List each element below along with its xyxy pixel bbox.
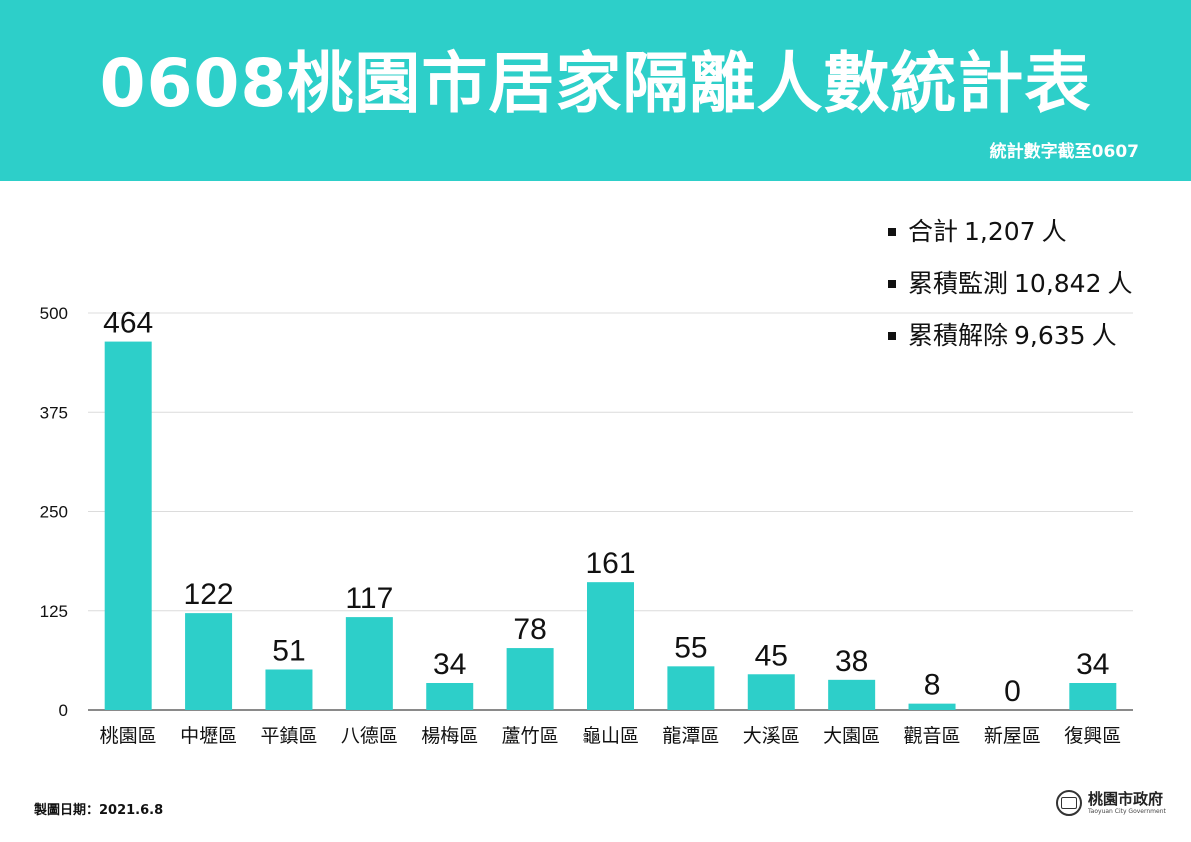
summary-unit: 人 (1091, 321, 1117, 350)
summary-value: 10,842 (1014, 269, 1102, 298)
bar-value-label: 0 (1004, 675, 1021, 708)
org-name: 桃園市政府 (1088, 789, 1164, 808)
x-tick-label: 八德區 (341, 725, 398, 747)
city-seal-icon (1056, 790, 1082, 816)
x-tick-label: 大溪區 (743, 725, 800, 747)
bar (1069, 683, 1117, 710)
x-tick-label: 龍潭區 (662, 725, 719, 747)
y-tick-label: 0 (59, 701, 68, 720)
bar-value-label: 464 (103, 307, 153, 340)
x-tick-label: 平鎮區 (260, 725, 317, 747)
bar-value-label: 51 (272, 635, 305, 668)
bar (908, 703, 956, 710)
bar-value-label: 45 (755, 639, 788, 672)
bar-value-label: 34 (1076, 648, 1109, 681)
summary-value: 1,207 (964, 217, 1036, 246)
bullet-icon (888, 332, 896, 340)
x-tick-label: 中壢區 (180, 725, 237, 747)
bullet-icon (888, 228, 896, 236)
bar (426, 683, 474, 710)
bar (265, 669, 313, 710)
summary-label: 累積監測 (908, 269, 1009, 298)
x-tick-label: 桃園區 (100, 725, 157, 747)
summary-value: 9,635 (1014, 321, 1086, 350)
x-tick-label: 大園區 (823, 725, 880, 747)
bar (587, 582, 634, 710)
bar-value-label: 55 (674, 631, 707, 664)
bar-value-label: 78 (513, 613, 546, 646)
bar-value-label: 117 (345, 582, 393, 615)
production-date: 製圖日期：2021.6.8 (34, 803, 164, 818)
bar-value-label: 122 (184, 578, 234, 611)
bar (104, 341, 152, 710)
bar (747, 674, 795, 710)
summary-unit: 人 (1041, 217, 1067, 246)
bar (345, 617, 393, 710)
bar-value-label: 38 (835, 645, 868, 678)
bar (185, 613, 233, 710)
x-tick-label: 蘆竹區 (502, 725, 559, 747)
x-tick-label: 龜山區 (582, 725, 639, 747)
bar-value-label: 8 (924, 669, 941, 702)
summary-released: 累積解除 9,635 人 (888, 310, 1133, 362)
bar (667, 666, 715, 710)
y-tick-label: 250 (40, 503, 68, 522)
org-english-name: Taoyuan City Government (1088, 807, 1166, 815)
summary-label: 累積解除 (908, 321, 1009, 350)
bar-value-label: 161 (585, 547, 635, 580)
x-tick-label: 觀音區 (904, 725, 961, 747)
bar (828, 679, 876, 710)
x-tick-label: 新屋區 (984, 725, 1041, 747)
summary-label: 合計 (908, 217, 959, 246)
org-logo: 桃園市政府 Taoyuan City Government (1056, 790, 1166, 816)
header-banner: 0608桃園市居家隔離人數統計表 統計數字截至0607 (0, 0, 1191, 181)
y-tick-label: 375 (40, 403, 68, 422)
x-tick-label: 楊梅區 (421, 725, 478, 747)
bar-value-label: 34 (433, 648, 466, 681)
page-title: 0608桃園市居家隔離人數統計表 (99, 45, 1092, 122)
summary-total: 合計 1,207 人 (888, 206, 1133, 258)
y-tick-label: 125 (40, 602, 68, 621)
y-tick-label: 500 (40, 304, 68, 323)
bar (506, 648, 554, 710)
summary-monitored: 累積監測 10,842 人 (888, 258, 1133, 310)
summary-panel: 合計 1,207 人 累積監測 10,842 人 累積解除 9,635 人 (888, 206, 1133, 362)
x-tick-label: 復興區 (1064, 725, 1121, 747)
bullet-icon (888, 280, 896, 288)
summary-unit: 人 (1107, 269, 1133, 298)
page-subtitle: 統計數字截至0607 (989, 142, 1139, 162)
